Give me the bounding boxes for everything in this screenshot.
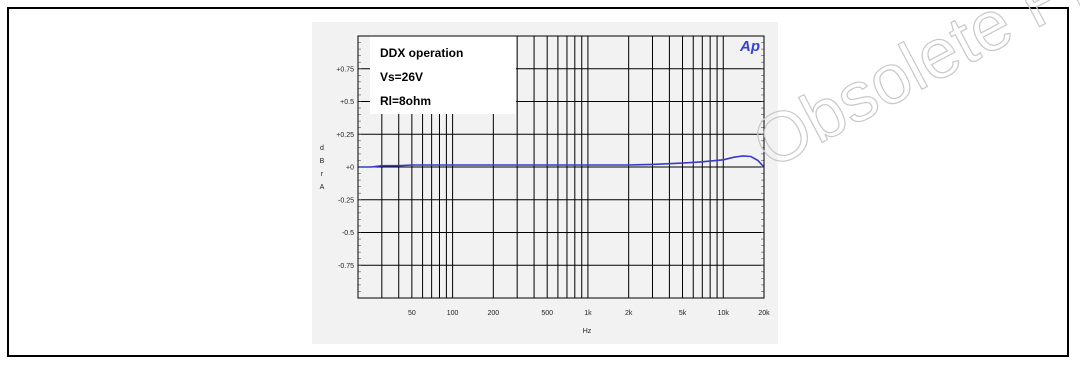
annotation-text: Rl=8ohm bbox=[380, 94, 431, 108]
y-tick-label: +0.75 bbox=[336, 66, 354, 73]
annotations: DDX operation Vs=26V Rl=8ohm bbox=[380, 46, 463, 108]
y-axis-title-letter: B bbox=[320, 158, 325, 165]
x-axis-title: Hz bbox=[583, 328, 592, 335]
plot-border bbox=[357, 35, 765, 299]
x-tick-labels: 50 100 200 500 1k 2k 5k 10k 20k bbox=[408, 310, 770, 317]
x-tick-label: 50 bbox=[408, 310, 416, 317]
y-axis-title-letter: A bbox=[320, 184, 325, 191]
x-tick-label: 1k bbox=[584, 310, 592, 317]
series-layer bbox=[358, 155, 765, 168]
annotation-text: Vs=26V bbox=[380, 70, 423, 84]
x-tick-label: 2k bbox=[625, 310, 633, 317]
y-axis-title-letter: d bbox=[320, 145, 324, 152]
annotation-box bbox=[370, 36, 516, 114]
x-tick-label: 10k bbox=[718, 310, 730, 317]
series-line bbox=[358, 155, 765, 168]
x-tick-label: 500 bbox=[541, 310, 553, 317]
annotation-text: DDX operation bbox=[380, 46, 463, 60]
x-tick-label: 5k bbox=[679, 310, 687, 317]
y-tick-label: +0.5 bbox=[340, 99, 354, 106]
y-tick-label: +0 bbox=[346, 165, 354, 172]
y-tick-label: -0.25 bbox=[338, 197, 354, 204]
x-tick-label: 20k bbox=[758, 310, 770, 317]
plot-frame bbox=[357, 35, 765, 299]
y-tick-labels: +0.75 +0.5 +0.25 +0 -0.25 -0.5 -0.75 bbox=[336, 66, 354, 270]
y-tick-label: -0.5 bbox=[342, 230, 354, 237]
y-axis-title-letter: r bbox=[321, 171, 324, 178]
y-tick-label: +0.25 bbox=[336, 132, 354, 139]
x-tick-label: 200 bbox=[487, 310, 499, 317]
x-tick-label: 100 bbox=[447, 310, 459, 317]
y-tick-label: -0.75 bbox=[338, 263, 354, 270]
ap-logo: Ap bbox=[739, 38, 760, 55]
